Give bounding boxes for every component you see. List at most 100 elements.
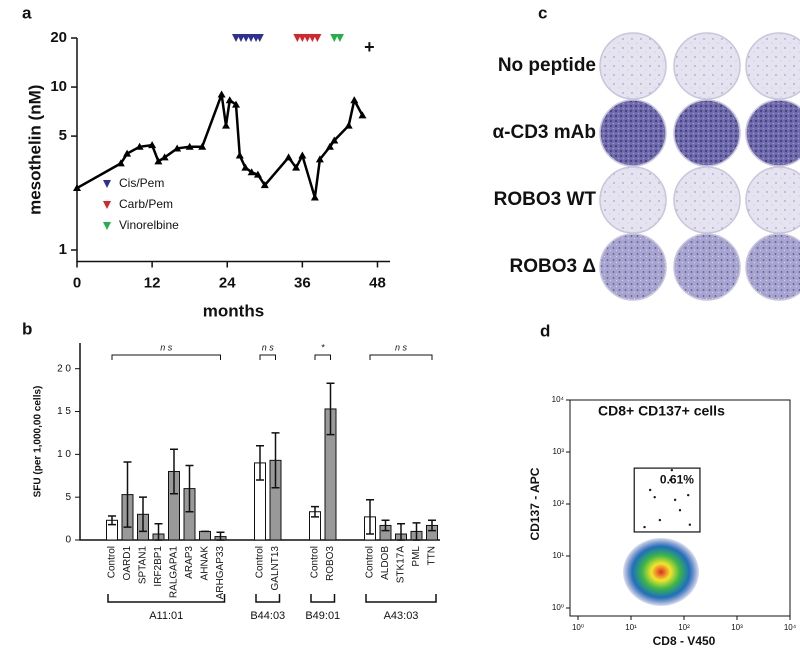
point <box>225 96 234 104</box>
treatment-marker <box>335 34 344 42</box>
y-axis-label: mesothelin (nM) <box>25 85 44 215</box>
x-tick-label: IRF2BP1 <box>153 546 164 587</box>
significance-label: * <box>321 342 325 352</box>
panel-label: d <box>540 321 550 340</box>
error-bar <box>271 432 280 489</box>
well <box>745 233 800 301</box>
y-tick-label: 1 <box>59 241 67 258</box>
group-bracket <box>107 594 226 603</box>
y-tick-label: 2 0 <box>57 363 71 374</box>
point <box>678 508 682 512</box>
significance-bracket <box>314 354 331 360</box>
point <box>643 525 646 529</box>
y-tick-label: 10⁴ <box>552 395 565 404</box>
x-tick-label: SPTAN1 <box>138 546 149 585</box>
point <box>241 163 250 171</box>
point <box>688 523 692 526</box>
x-tick-label: 12 <box>144 274 161 291</box>
treatment-marker <box>313 34 322 42</box>
significance-bracket <box>111 354 221 360</box>
x-tick-label: 10³ <box>731 623 743 632</box>
group-label: B49:01 <box>305 610 340 622</box>
x-tick-label: TTN <box>427 546 438 565</box>
x-axis-label: months <box>203 301 264 320</box>
x-tick-label: PML <box>411 546 422 567</box>
error-bar <box>326 382 335 436</box>
error-bar <box>154 522 163 541</box>
point <box>154 157 163 165</box>
point <box>253 170 262 178</box>
x-tick-label: ARAP3 <box>184 546 195 579</box>
x-tick-label: STK17A <box>396 546 407 584</box>
x-tick-label: ROBO3 <box>325 546 336 581</box>
point <box>160 153 169 161</box>
legend-label: Carb/Pem <box>119 197 173 211</box>
group-bracket <box>365 594 437 603</box>
significance-label: n s <box>262 342 275 352</box>
significance-bracket <box>369 354 433 360</box>
x-tick-label: Control <box>107 546 118 578</box>
panel-label: b <box>22 319 32 338</box>
treatment-marker <box>330 34 339 42</box>
error-bar <box>412 522 421 541</box>
well <box>745 166 800 234</box>
x-tick-label: GALNT13 <box>270 546 281 591</box>
treatment-marker <box>303 34 312 42</box>
treatment-marker <box>293 34 302 42</box>
row-label: α-CD3 mAb <box>492 122 596 143</box>
point <box>648 488 652 492</box>
significance-label: n s <box>395 342 408 352</box>
legend-symbol <box>103 222 111 230</box>
well <box>745 32 800 100</box>
row-label: ROBO3 Δ <box>509 256 596 277</box>
row-label: No peptide <box>498 55 596 76</box>
point <box>260 181 269 189</box>
density-cloud <box>623 538 699 606</box>
significance-bracket <box>259 354 276 360</box>
point <box>221 121 230 129</box>
x-tick-label: AHNAK <box>200 546 211 581</box>
point <box>670 468 674 472</box>
well <box>673 166 741 234</box>
legend-label: Vinorelbine <box>119 218 179 232</box>
point <box>247 168 256 176</box>
point <box>325 142 334 150</box>
well <box>599 99 667 167</box>
y-tick-label: 10² <box>552 499 564 508</box>
panel-label: c <box>538 3 547 22</box>
point <box>148 141 157 149</box>
x-tick-label: OARD1 <box>122 546 133 581</box>
y-tick-label: 10⁰ <box>552 603 564 612</box>
treatment-marker <box>237 34 246 42</box>
error-bar <box>123 461 132 528</box>
y-tick-label: 10³ <box>552 447 564 456</box>
y-tick-label: 5 <box>65 492 71 503</box>
error-bar <box>256 445 264 481</box>
plot-frame <box>569 399 791 617</box>
error-bar <box>170 448 178 495</box>
error-bar <box>428 519 436 532</box>
group-bracket <box>255 594 281 603</box>
group-bracket <box>310 594 336 603</box>
well <box>745 99 800 167</box>
legend-label: Cis/Pem <box>119 176 164 190</box>
panel-c: c No peptide α-CD3 mAb ROBO3 WT ROBO3 Δ <box>492 3 800 301</box>
plot-title: CD8+ CD137+ cells <box>598 403 725 419</box>
x-tick-label: Control <box>310 546 321 578</box>
error-bar <box>139 496 147 533</box>
point <box>198 142 207 150</box>
row-label: ROBO3 WT <box>494 189 597 210</box>
x-tick-label: 24 <box>219 274 236 291</box>
x-axis-label: CD8 - V450 <box>653 634 716 648</box>
error-bar <box>108 515 116 526</box>
well <box>599 233 667 301</box>
panel-label: a <box>22 3 32 22</box>
group-label: A11:01 <box>149 610 183 622</box>
point <box>217 90 226 98</box>
error-bar <box>397 522 405 541</box>
x-tick-label: 0 <box>73 274 81 291</box>
y-tick-label: 10¹ <box>552 551 564 560</box>
point <box>310 193 319 201</box>
point <box>123 149 132 157</box>
